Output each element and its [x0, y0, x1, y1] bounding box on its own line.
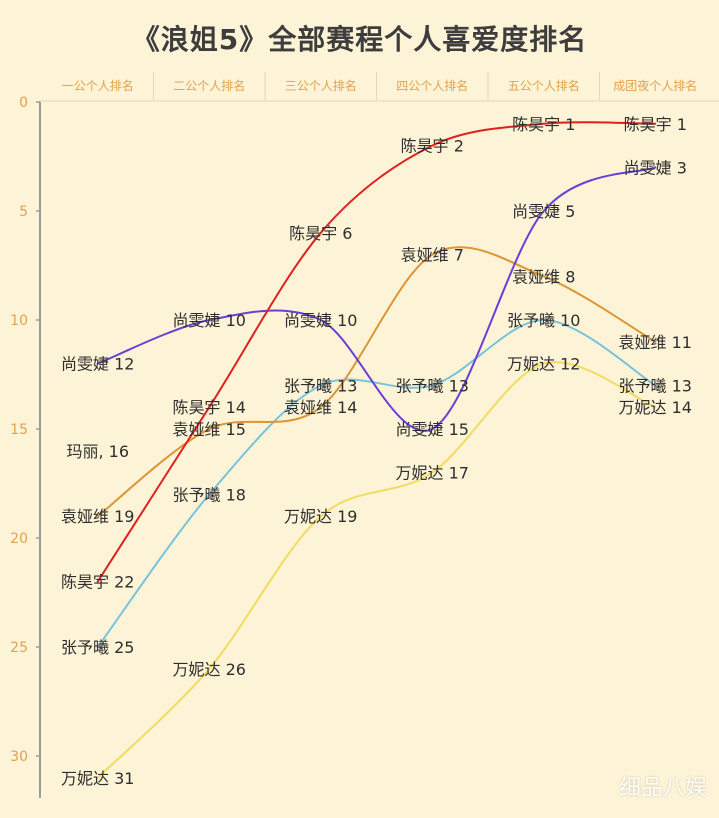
data-label: 袁娅维 15 — [173, 420, 246, 439]
watermark: 细品八娱 — [618, 776, 707, 801]
data-label: 万妮达 31 — [61, 769, 134, 788]
data-label: 尚雯婕 12 — [61, 355, 134, 374]
data-label: 张予曦 13 — [396, 376, 469, 395]
data-label: 万妮达 26 — [173, 660, 246, 679]
data-label: 陈昊宇 1 — [624, 115, 687, 134]
data-label: 万妮达 19 — [284, 507, 357, 526]
y-tick-label: 30 — [10, 749, 28, 765]
data-label: 陈昊宇 6 — [289, 224, 352, 243]
data-label: 陈昊宇 22 — [61, 573, 134, 592]
data-label: 万妮达 12 — [507, 355, 580, 374]
data-label: 张予曦 10 — [507, 311, 580, 330]
x-tick-label: 二公个人排名 — [173, 78, 245, 93]
data-label: 张予曦 13 — [619, 376, 692, 395]
series-line — [96, 319, 657, 648]
data-label: 陈昊宇 2 — [401, 137, 464, 156]
data-label: 张予曦 25 — [61, 638, 134, 657]
data-label: 袁娅维 7 — [401, 246, 464, 265]
data-label: 陈昊宇 1 — [512, 115, 575, 134]
data-label: 尚雯婕 10 — [284, 311, 357, 330]
x-tick-label: 五公个人排名 — [508, 78, 580, 93]
y-tick-label: 5 — [19, 204, 28, 220]
y-tick-label: 25 — [10, 640, 28, 656]
y-tick-label: 10 — [10, 313, 28, 329]
chart-title: 《浪姐5》全部赛程个人喜爱度排名 — [131, 23, 588, 56]
data-label: 陈昊宇 14 — [173, 398, 246, 417]
x-tick-label: 四公个人排名 — [396, 78, 468, 93]
series-line — [96, 361, 657, 779]
x-tick-label: 一公个人排名 — [62, 78, 134, 93]
data-label: 尚雯婕 10 — [173, 311, 246, 330]
annotation-label: 玛丽, 16 — [66, 442, 129, 461]
data-label: 万妮达 17 — [396, 464, 469, 483]
data-label: 万妮达 14 — [619, 398, 692, 417]
series-line — [96, 121, 657, 583]
data-label: 张予曦 18 — [173, 485, 246, 504]
data-label: 袁娅维 8 — [512, 267, 575, 286]
data-label: 袁娅维 11 — [619, 333, 692, 352]
series-line — [96, 166, 657, 432]
y-tick-label: 15 — [10, 422, 28, 438]
series-line — [96, 246, 657, 518]
data-label: 尚雯婕 5 — [512, 202, 575, 221]
data-label: 尚雯婕 3 — [624, 158, 687, 177]
y-tick-label: 0 — [19, 95, 28, 111]
data-label: 张予曦 13 — [284, 376, 357, 395]
y-tick-label: 20 — [10, 531, 28, 547]
x-tick-label: 三公个人排名 — [285, 78, 357, 93]
x-tick-label: 成团夜个人排名 — [613, 78, 697, 93]
data-label: 袁娅维 14 — [284, 398, 357, 417]
data-label: 袁娅维 19 — [61, 507, 134, 526]
data-label: 尚雯婕 15 — [396, 420, 469, 439]
